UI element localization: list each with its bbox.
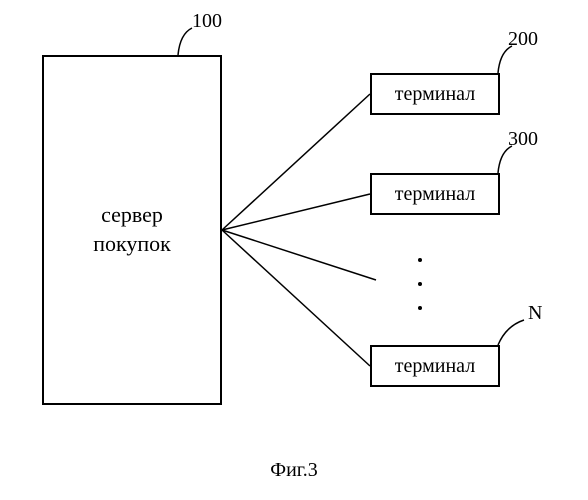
- server-node: серверпокупок: [42, 55, 222, 405]
- terminal-node: терминал: [370, 173, 500, 215]
- terminal-node: терминал: [370, 73, 500, 115]
- diagram-container: серверпокупок терминал терминал терминал 1…: [0, 0, 588, 500]
- server-label: серверпокупок: [93, 201, 171, 258]
- terminal-node: терминал: [370, 345, 500, 387]
- figure-caption: Фиг.3: [0, 459, 588, 482]
- ellipsis-dot: [418, 306, 422, 310]
- callout-label: 300: [508, 128, 538, 151]
- terminal-label: терминал: [395, 355, 475, 378]
- ellipsis-dot: [418, 258, 422, 262]
- terminal-label: терминал: [395, 183, 475, 206]
- callout-label: 200: [508, 28, 538, 51]
- callout-label: N: [528, 302, 542, 325]
- ellipsis-dot: [418, 282, 422, 286]
- callout-label: 100: [192, 10, 222, 33]
- terminal-label: терминал: [395, 83, 475, 106]
